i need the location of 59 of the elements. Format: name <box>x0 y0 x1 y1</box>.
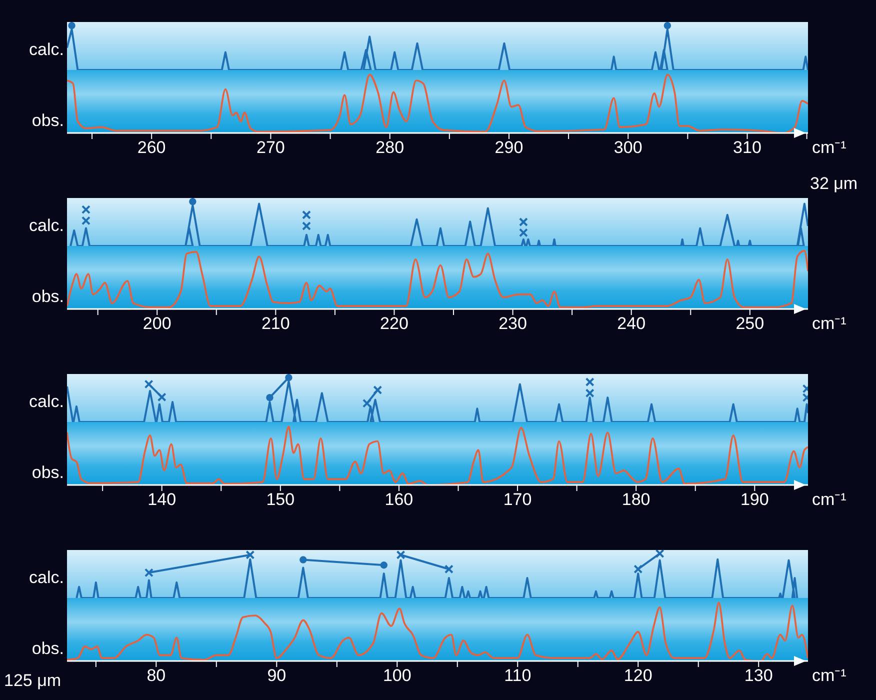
x-tick-label: 310 <box>733 138 762 158</box>
x-axis-title: cm⁻¹ <box>812 137 846 158</box>
x-tick-label: 250 <box>736 314 764 334</box>
x-tick-label: 150 <box>266 490 295 510</box>
point <box>302 222 311 230</box>
x-tick-label: 290 <box>494 138 524 158</box>
y-axis-title: obs. <box>30 639 64 659</box>
text: 32 μm <box>810 174 858 194</box>
point <box>373 386 382 394</box>
x-tick-label: 280 <box>376 138 404 158</box>
x-tick-label: 100 <box>382 666 412 686</box>
y-axis-title: calc. <box>28 392 64 412</box>
x-tick-label: 160 <box>384 490 414 510</box>
x-tick-label: 180 <box>622 490 650 510</box>
x-tick-label: 130 <box>744 666 773 686</box>
point <box>302 210 311 220</box>
point <box>396 550 406 560</box>
text: 125 μm <box>4 671 62 691</box>
point <box>144 568 154 578</box>
point <box>634 564 643 574</box>
x-tick-label: 270 <box>256 138 285 158</box>
point <box>266 394 274 402</box>
x-tick-label: 140 <box>148 490 176 510</box>
x-tick-label: 300 <box>614 138 642 158</box>
x-tick-label: 240 <box>617 314 646 334</box>
point <box>444 564 454 574</box>
point <box>285 374 292 382</box>
point <box>518 228 528 238</box>
y-axis-title: calc. <box>28 216 64 236</box>
x-tick-label: 110 <box>504 666 532 686</box>
x-tick-label: 170 <box>503 490 532 510</box>
x-tick-label: 80 <box>146 666 166 686</box>
y-axis-title: calc. <box>28 40 64 60</box>
point <box>81 205 90 214</box>
point <box>362 398 372 408</box>
x-tick-label: 90 <box>267 666 286 686</box>
x-tick-label: 120 <box>624 666 652 686</box>
point <box>380 562 388 569</box>
point <box>655 550 664 558</box>
x-tick-label: 210 <box>261 314 290 334</box>
y-axis-title: obs. <box>30 287 64 307</box>
point <box>81 216 90 226</box>
y-axis-title: obs. <box>30 111 64 131</box>
point <box>300 556 307 564</box>
y-axis-title: calc. <box>28 568 64 588</box>
x-tick-label: 260 <box>137 138 166 158</box>
point <box>189 198 196 206</box>
x-axis-title: cm⁻¹ <box>812 665 846 686</box>
x-tick-label: 230 <box>498 314 527 334</box>
point <box>144 380 154 389</box>
point <box>518 218 528 226</box>
x-tick-label: 220 <box>380 314 408 334</box>
point <box>157 392 166 402</box>
x-tick-label: 200 <box>142 314 172 334</box>
x-axis-title: cm⁻¹ <box>812 489 846 510</box>
point <box>246 550 255 560</box>
x-axis-title: cm⁻¹ <box>812 313 846 334</box>
x-tick-label: 190 <box>740 490 769 510</box>
y-axis-title: obs. <box>30 463 64 483</box>
